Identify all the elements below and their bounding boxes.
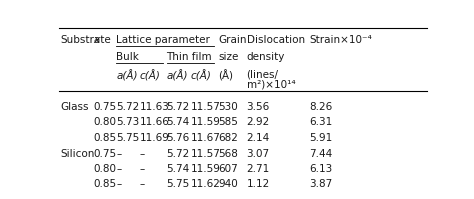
Text: 11.57: 11.57 [191, 102, 220, 112]
Text: 5.75: 5.75 [116, 133, 139, 143]
Text: Lattice parameter: Lattice parameter [116, 35, 210, 45]
Text: 0.85: 0.85 [93, 179, 116, 189]
Text: Strain×10⁻⁴: Strain×10⁻⁴ [309, 35, 372, 45]
Text: size: size [218, 52, 238, 62]
Text: 5.72: 5.72 [116, 102, 139, 112]
Text: –: – [116, 164, 121, 174]
Text: –: – [139, 149, 145, 159]
Text: –: – [116, 179, 121, 189]
Text: 940: 940 [218, 179, 237, 189]
Text: 5.73: 5.73 [116, 117, 139, 127]
Text: density: density [246, 52, 285, 62]
Text: 11.57: 11.57 [191, 149, 220, 159]
Text: 2.71: 2.71 [246, 164, 270, 174]
Text: –: – [116, 149, 121, 159]
Text: 5.74: 5.74 [166, 164, 190, 174]
Text: 11.67: 11.67 [191, 133, 220, 143]
Text: 5.76: 5.76 [166, 133, 190, 143]
Text: Bulk: Bulk [116, 52, 139, 62]
Text: Dislocation: Dislocation [246, 35, 305, 45]
Text: a(Å): a(Å) [166, 70, 188, 81]
Text: 6.13: 6.13 [309, 164, 332, 174]
Text: –: – [139, 164, 145, 174]
Text: 2.92: 2.92 [246, 117, 270, 127]
Text: c(Å): c(Å) [139, 70, 160, 81]
Text: Substrate: Substrate [60, 35, 111, 45]
Text: Grain: Grain [218, 35, 246, 45]
Text: 3.07: 3.07 [246, 149, 270, 159]
Text: 11.69: 11.69 [139, 133, 169, 143]
Text: 2.14: 2.14 [246, 133, 270, 143]
Text: 3.56: 3.56 [246, 102, 270, 112]
Text: 5.91: 5.91 [309, 133, 332, 143]
Text: c(Å): c(Å) [191, 70, 211, 81]
Text: 11.62: 11.62 [191, 179, 220, 189]
Text: a(Å): a(Å) [116, 70, 137, 81]
Text: (Å): (Å) [218, 70, 233, 81]
Text: 585: 585 [218, 117, 238, 127]
Text: 8.26: 8.26 [309, 102, 332, 112]
Text: x: x [93, 35, 99, 45]
Text: 11.59: 11.59 [191, 164, 220, 174]
Text: 0.85: 0.85 [93, 133, 116, 143]
Text: (lines/: (lines/ [246, 70, 279, 80]
Text: 568: 568 [218, 149, 238, 159]
Text: 7.44: 7.44 [309, 149, 332, 159]
Text: 11.63: 11.63 [139, 102, 169, 112]
Text: 5.75: 5.75 [166, 179, 190, 189]
Text: 530: 530 [218, 102, 237, 112]
Text: 0.75: 0.75 [93, 149, 116, 159]
Text: –: – [139, 179, 145, 189]
Text: 607: 607 [218, 164, 237, 174]
Text: 11.66: 11.66 [139, 117, 169, 127]
Text: 11.59: 11.59 [191, 117, 220, 127]
Text: 5.72: 5.72 [166, 149, 190, 159]
Text: 5.72: 5.72 [166, 102, 190, 112]
Text: 682: 682 [218, 133, 238, 143]
Text: 3.87: 3.87 [309, 179, 332, 189]
Text: Thin film: Thin film [166, 52, 212, 62]
Text: Glass: Glass [60, 102, 89, 112]
Text: 0.80: 0.80 [93, 164, 116, 174]
Text: 1.12: 1.12 [246, 179, 270, 189]
Text: Silicon: Silicon [60, 149, 95, 159]
Text: m²)×10¹⁴: m²)×10¹⁴ [246, 79, 295, 89]
Text: 6.31: 6.31 [309, 117, 332, 127]
Text: 5.74: 5.74 [166, 117, 190, 127]
Text: 0.75: 0.75 [93, 102, 116, 112]
Text: 0.80: 0.80 [93, 117, 116, 127]
